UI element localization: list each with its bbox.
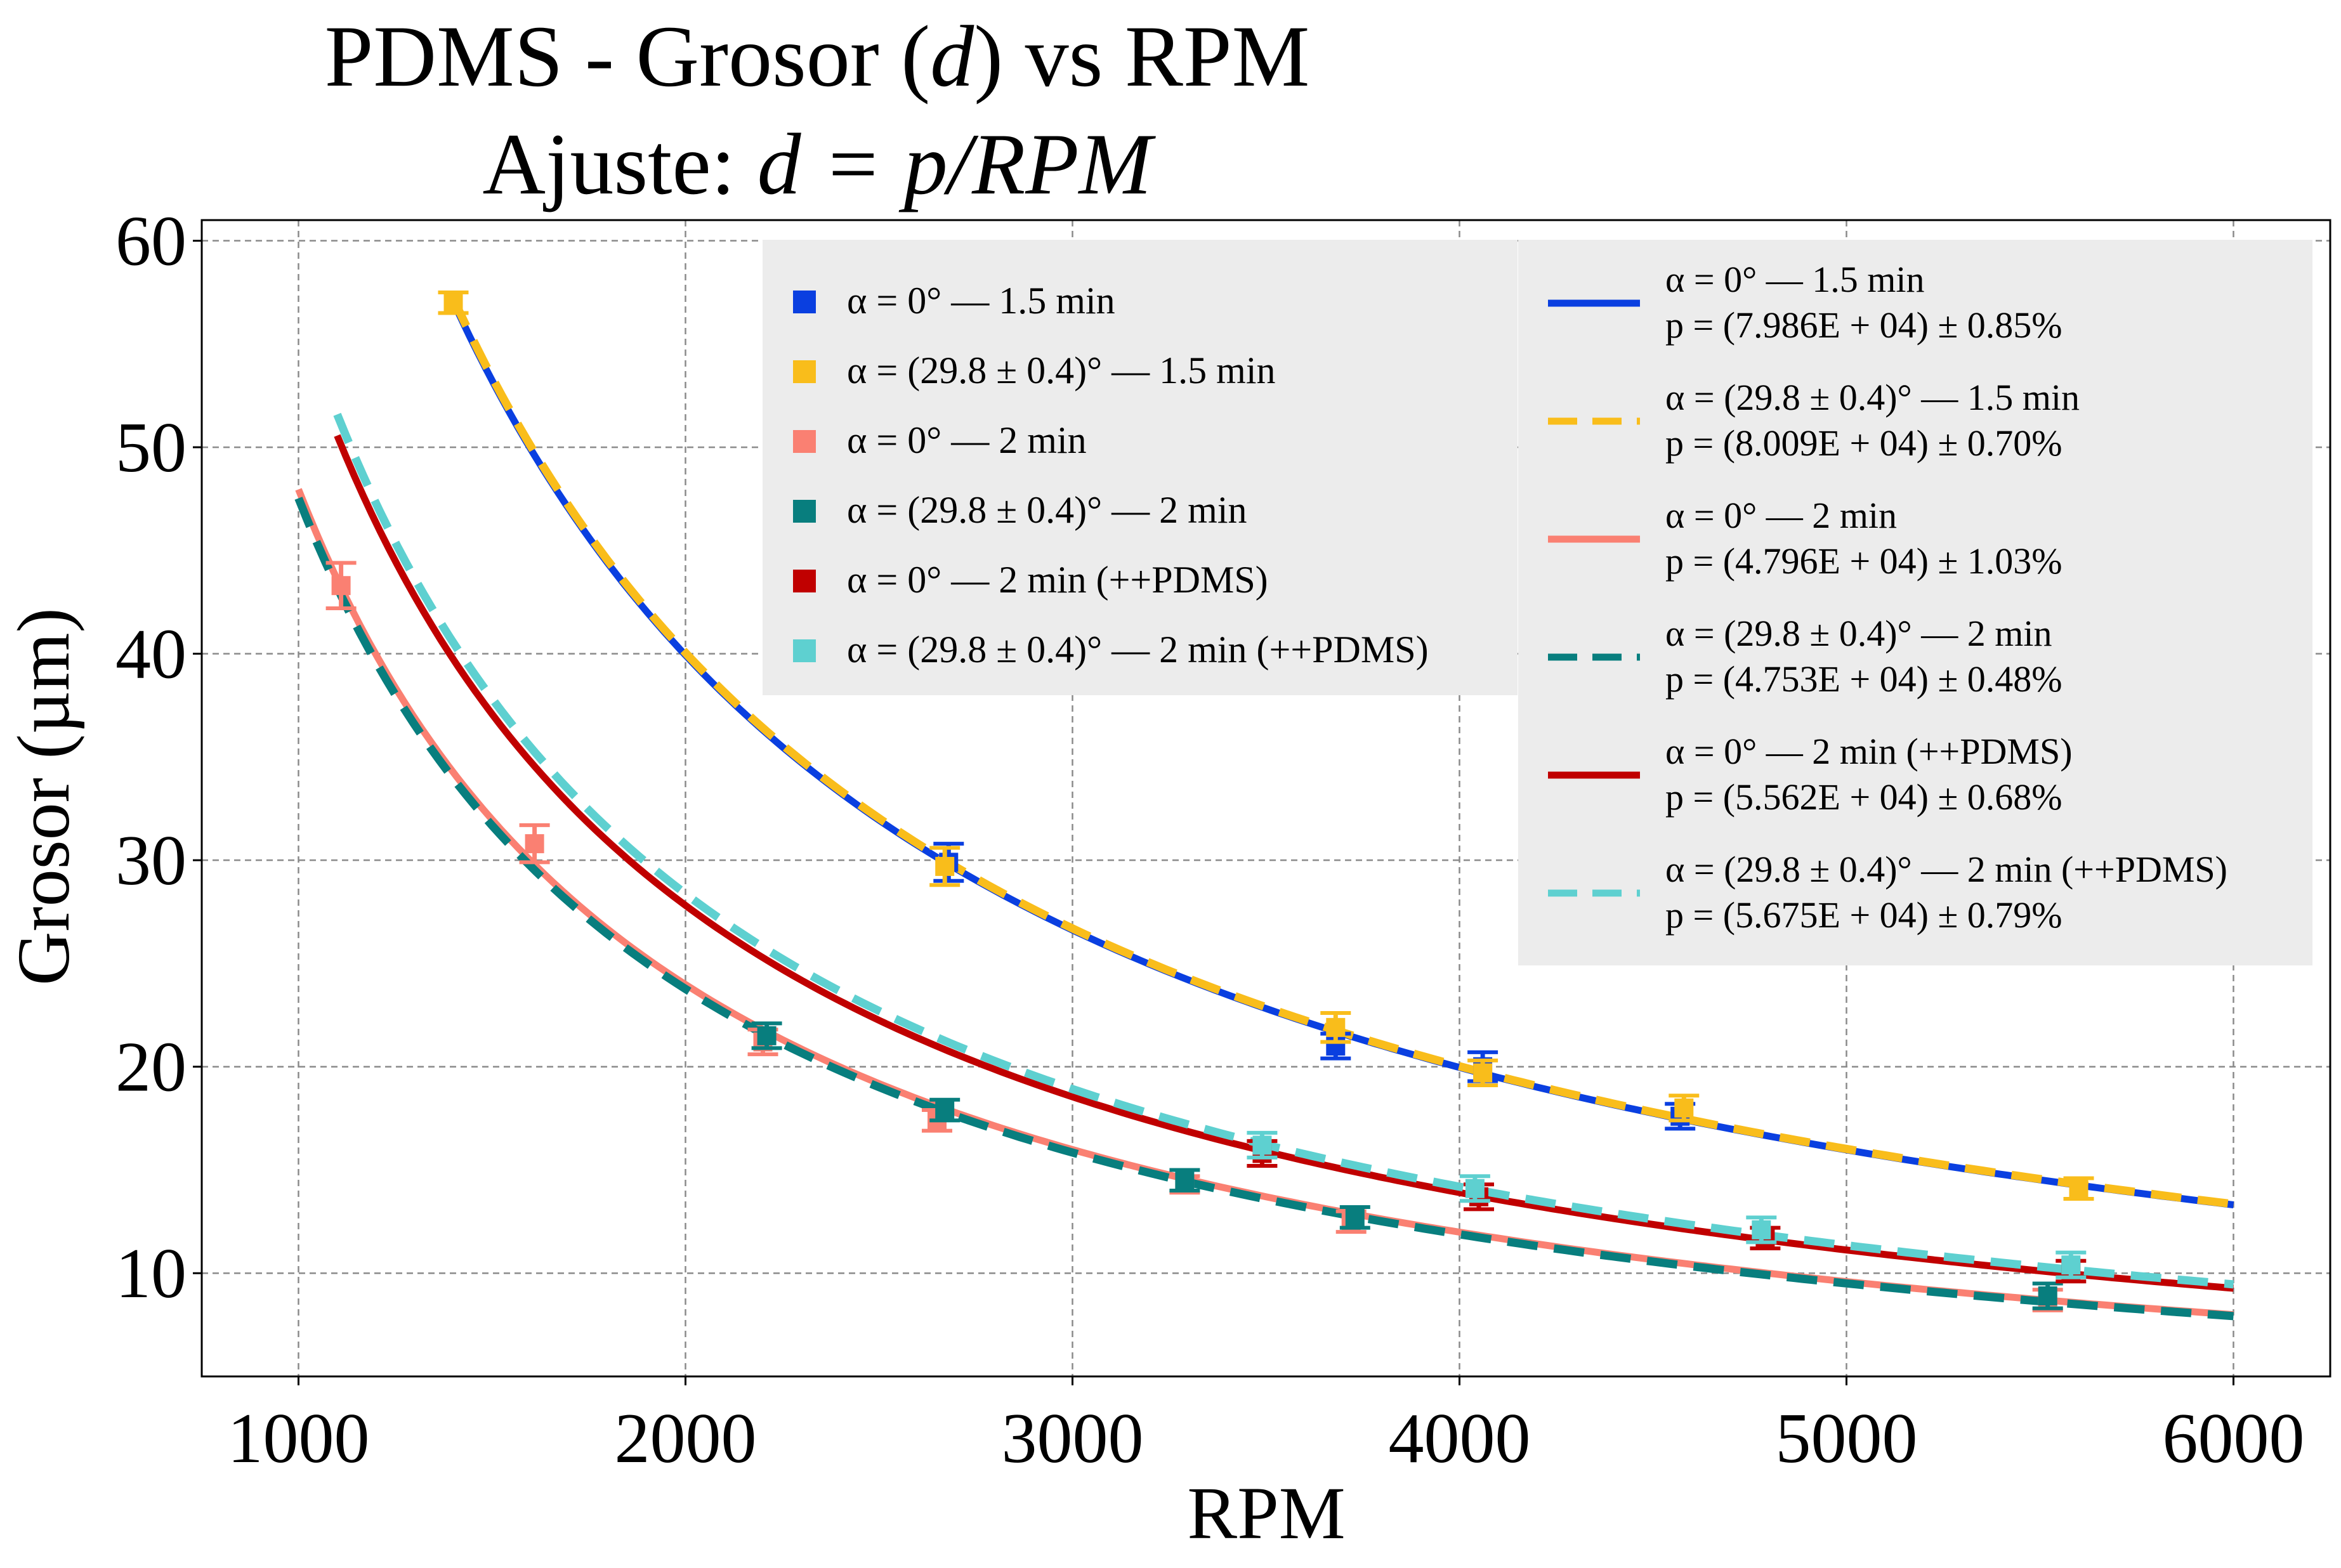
series-6-point-1 xyxy=(1252,1135,1272,1155)
legend-fits-box xyxy=(1518,240,2312,965)
y-tick-label-30: 30 xyxy=(115,821,187,900)
series-2-points xyxy=(438,290,2094,1201)
chart-title-line1: PDMS - Grosor (d) vs RPM xyxy=(325,8,1310,105)
fit-line-3 xyxy=(295,488,2234,1319)
legend-fit-param-5: p = (5.562E + 04) ± 0.68% xyxy=(1665,776,2062,818)
legend-scatter-label-1: α = 0° — 1.5 min xyxy=(847,280,1115,322)
series-4-point-2 xyxy=(935,1101,955,1120)
plot-area-frame xyxy=(200,219,2331,1378)
legend-fit-label-4: α = (29.8 ± 0.4)° — 2 min xyxy=(1665,613,2052,654)
legend-scatter-label-4: α = (29.8 ± 0.4)° — 2 min xyxy=(847,489,1247,531)
series-4-point-5 xyxy=(2038,1286,2057,1306)
series-2-point-5 xyxy=(1674,1098,1694,1118)
y-tick-label-40: 40 xyxy=(115,615,187,694)
series-2-point-2 xyxy=(935,856,955,876)
legend-scatter-label-3: α = 0° — 2 min xyxy=(847,419,1087,461)
x-axis-ticks: 1000 2000 3000 4000 5000 6000 xyxy=(228,1376,2305,1478)
legend-fit-label-6: α = (29.8 ± 0.4)° — 2 min (++PDMS) xyxy=(1665,849,2227,890)
legend-fit-label-1: α = 0° — 1.5 min xyxy=(1665,259,1925,300)
legend-scatter-marker-1 xyxy=(793,291,816,313)
legend-scatter-marker-4 xyxy=(793,500,816,523)
series-6-point-2 xyxy=(1465,1179,1485,1198)
chart-title-line2: Ajuste: d = p/RPM xyxy=(482,115,1156,212)
y-tick-label-20: 20 xyxy=(115,1028,187,1107)
fit-line-6 xyxy=(333,412,2234,1289)
series-6-point-3 xyxy=(1752,1220,1771,1239)
y-tick-label-10: 10 xyxy=(115,1234,187,1313)
series-2-point-3 xyxy=(1326,1017,1346,1037)
legend-scatter-marker-5 xyxy=(793,570,816,592)
data-points xyxy=(325,290,2094,1312)
x-tick-label-6000: 6000 xyxy=(2163,1399,2305,1478)
series-4-point-1 xyxy=(757,1026,777,1045)
x-tick-label-3000: 3000 xyxy=(1002,1399,1144,1478)
legend-scatter-label-6: α = (29.8 ± 0.4)° — 2 min (++PDMS) xyxy=(847,629,1429,670)
series-3-point-2 xyxy=(525,834,544,854)
legend-scatter-box xyxy=(763,240,1518,695)
legend-fit-param-4: p = (4.753E + 04) ± 0.48% xyxy=(1665,658,2062,700)
series-6-point-4 xyxy=(2061,1255,2081,1275)
series-2-point-4 xyxy=(1473,1063,1493,1083)
series-2-point-6 xyxy=(2069,1179,2089,1198)
legend-fit-label-5: α = 0° — 2 min (++PDMS) xyxy=(1665,731,2073,772)
legend-scatter-marker-6 xyxy=(793,639,816,662)
x-tick-label-5000: 5000 xyxy=(1776,1399,1918,1478)
x-tick-label-4000: 4000 xyxy=(1389,1399,1531,1478)
x-tick-label-1000: 1000 xyxy=(228,1399,370,1478)
legend-fit-param-6: p = (5.675E + 04) ± 0.79% xyxy=(1665,894,2062,936)
y-axis-label: Grosor (µm) xyxy=(2,608,85,986)
legend-scatter: α = 0° — 1.5 min α = (29.8 ± 0.4)° — 1.5 … xyxy=(763,240,1518,695)
series-6-points xyxy=(1247,1130,2087,1279)
legend-scatter-marker-2 xyxy=(793,360,816,383)
series-4-point-3 xyxy=(1175,1170,1195,1190)
series-2-point-1 xyxy=(443,293,463,313)
y-axis-ticks: 10 20 30 40 50 60 xyxy=(115,202,202,1313)
legend-fit-param-3: p = (4.796E + 04) ± 1.03% xyxy=(1665,540,2062,582)
fit-line-5 xyxy=(334,434,2234,1292)
chart-title: PDMS - Grosor (d) vs RPM Ajuste: d = p/R… xyxy=(325,8,1310,212)
x-tick-label-2000: 2000 xyxy=(615,1399,757,1478)
legend-fit-label-2: α = (29.8 ± 0.4)° — 1.5 min xyxy=(1665,377,2080,418)
x-axis-label: RPM xyxy=(1187,1472,1345,1555)
y-tick-label-60: 60 xyxy=(115,202,187,281)
legend-scatter-marker-3 xyxy=(793,430,816,453)
y-tick-label-50: 50 xyxy=(115,408,187,487)
series-3-point-1 xyxy=(331,576,351,596)
series-4-point-4 xyxy=(1345,1208,1365,1227)
legend-fit-param-1: p = (7.986E + 04) ± 0.85% xyxy=(1665,304,2062,346)
series-4-points xyxy=(751,1021,2063,1310)
legend-scatter-label-5: α = 0° — 2 min (++PDMS) xyxy=(847,559,1268,601)
legend-fit-label-3: α = 0° — 2 min xyxy=(1665,495,1897,536)
legend-scatter-label-2: α = (29.8 ± 0.4)° — 1.5 min xyxy=(847,350,1276,391)
legend-fit-param-2: p = (8.009E + 04) ± 0.70% xyxy=(1665,422,2062,464)
